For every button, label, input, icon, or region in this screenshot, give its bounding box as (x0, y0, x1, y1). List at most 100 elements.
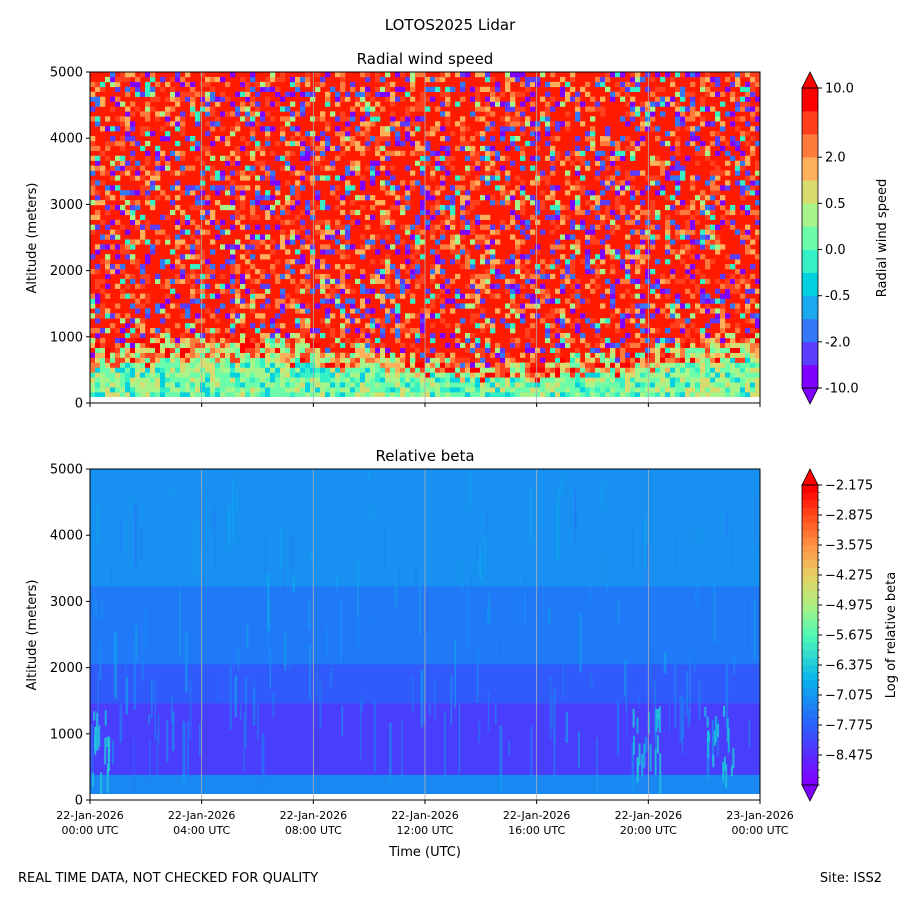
wind-cell (660, 382, 666, 388)
wind-cell (490, 111, 496, 117)
wind-cell (225, 288, 231, 294)
wind-cell (325, 372, 331, 378)
wind-cell (655, 214, 661, 221)
wind-cell (150, 249, 156, 255)
wind-cell (100, 387, 106, 393)
wind-cell (295, 140, 301, 147)
wind-cell (420, 382, 426, 388)
wind-cell (150, 372, 156, 378)
wind-cell (220, 229, 226, 235)
wind-cell (740, 229, 746, 235)
wind-cell (460, 204, 466, 211)
wind-cell (735, 170, 741, 176)
wind-cell (275, 323, 281, 329)
wind-cell (115, 140, 121, 147)
wind-cell (520, 180, 526, 186)
wind-cell (240, 195, 246, 201)
wind-cell (585, 239, 591, 245)
wind-cell (125, 160, 131, 166)
wind-cell (705, 382, 711, 388)
wind-cell (395, 195, 401, 201)
wind-cell (680, 259, 686, 265)
wind-cell (740, 342, 746, 349)
wind-cell (735, 328, 741, 334)
wind-cell (710, 352, 716, 358)
wind-cell (245, 185, 251, 191)
wind-cell (500, 318, 506, 324)
wind-cell (505, 372, 511, 378)
wind-cell (105, 308, 111, 314)
wind-cell (695, 352, 701, 358)
wind-cell (645, 347, 651, 353)
wind-cell (270, 101, 276, 107)
wind-cell (295, 352, 301, 358)
wind-cell (210, 273, 216, 280)
wind-cell (230, 180, 236, 186)
wind-cell (620, 209, 626, 216)
wind-cell (390, 298, 396, 304)
wind-cell (145, 362, 151, 368)
wind-cell (635, 382, 641, 388)
wind-cell (225, 259, 231, 265)
wind-cell (260, 145, 266, 152)
wind-cell (670, 101, 676, 107)
wind-cell (495, 342, 501, 349)
wind-cell (95, 387, 101, 393)
wind-cell (680, 318, 686, 324)
wind-cell (300, 372, 306, 378)
wind-cell (440, 303, 446, 309)
wind-cell (435, 76, 441, 83)
wind-cell (485, 195, 491, 201)
wind-cell (480, 392, 486, 398)
wind-cell (630, 170, 636, 176)
wind-cell (500, 136, 506, 142)
wind-cell (95, 160, 101, 166)
wind-cell (150, 382, 156, 388)
wind-cell (140, 332, 146, 339)
wind-cell (205, 229, 211, 235)
wind-cell (250, 337, 256, 344)
wind-cell (140, 367, 146, 373)
wind-cell (205, 91, 211, 97)
wind-cell (380, 372, 386, 378)
wind-cell (560, 160, 566, 166)
wind-cell (645, 367, 651, 373)
wind-cell (375, 372, 381, 378)
wind-cell (145, 298, 151, 304)
wind-cell (725, 288, 731, 294)
wind-cell (265, 367, 271, 373)
wind-cell (155, 273, 161, 280)
wind-cell (485, 170, 491, 176)
wind-cell (640, 323, 646, 329)
wind-cell (190, 185, 196, 191)
wind-cell (140, 382, 146, 388)
wind-cell (750, 298, 756, 304)
wind-cell (400, 96, 406, 102)
wind-cell (245, 234, 251, 240)
wind-cell (280, 303, 286, 309)
wind-cell (220, 342, 226, 349)
wind-cell (260, 116, 266, 122)
wind-cell (745, 121, 751, 127)
wind-cell (275, 372, 281, 378)
wind-cell (395, 377, 401, 383)
beta-streak (289, 516, 292, 567)
wind-cell (465, 170, 471, 176)
wind-cell (485, 76, 491, 83)
wind-cell (570, 72, 576, 78)
wind-cell (570, 259, 576, 265)
wind-cell (340, 81, 346, 88)
wind-cell (465, 72, 471, 78)
wind-cell (290, 136, 296, 142)
wind-cell (585, 357, 591, 363)
wind-cell (270, 180, 276, 186)
wind-cell (290, 234, 296, 240)
wind-cell (295, 392, 301, 398)
wind-cell (660, 140, 666, 147)
wind-cell (430, 298, 436, 304)
wind-cell (650, 204, 656, 211)
wind-cell (380, 126, 386, 132)
wind-cell (745, 160, 751, 166)
wind-cell (205, 382, 211, 388)
wind-cell (160, 303, 166, 309)
